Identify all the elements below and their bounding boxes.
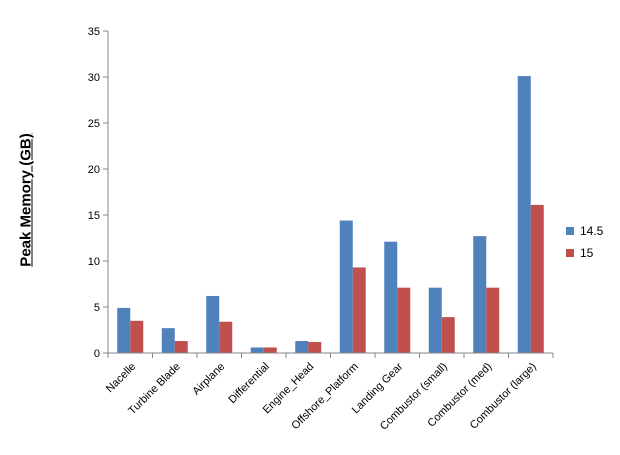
bar-series-2: [263, 347, 277, 353]
bar-series-2: [174, 341, 188, 353]
bar-series-2: [219, 321, 233, 353]
bar-series-2: [308, 341, 322, 353]
y-axis-label: Peak Memory (GB): [17, 133, 35, 267]
bars: [117, 76, 544, 353]
y-tick-label: 25: [88, 118, 100, 130]
y-axis: 0 5 10 15 20 25 30 35: [88, 26, 109, 360]
y-tick-label: 35: [88, 26, 100, 38]
bar-series-1: [250, 347, 264, 353]
y-tick-label: 5: [94, 302, 100, 314]
y-tick-label: 20: [88, 164, 100, 176]
legend-item-series-1: 14.5: [566, 220, 603, 242]
bar-series-1: [206, 295, 220, 353]
x-tick-label: Nacelle: [104, 361, 138, 395]
x-tick-label: Airplane: [190, 361, 227, 398]
legend-label-series-2: 15: [580, 246, 594, 260]
legend-item-series-2: 15: [566, 242, 603, 264]
bar-series-1: [117, 307, 131, 353]
x-tick-label: Differential: [226, 361, 272, 407]
legend-swatch-series-2: [566, 249, 574, 257]
bar-series-2: [397, 287, 411, 353]
legend-swatch-series-1: [566, 227, 574, 235]
legend: 14.5 15: [566, 220, 603, 264]
legend-label-series-1: 14.5: [580, 224, 604, 238]
bar-series-2: [441, 317, 455, 353]
bar-series-1: [517, 76, 531, 353]
bar-series-1: [161, 328, 175, 353]
y-tick-label: 10: [88, 256, 100, 268]
y-tick-label: 30: [88, 72, 100, 84]
bar-series-1: [295, 341, 309, 353]
bar-series-1: [384, 241, 398, 353]
bar-series-2: [352, 267, 366, 353]
bar-series-1: [473, 236, 487, 353]
bar-series-2: [530, 204, 544, 353]
y-tick-label: 15: [88, 210, 100, 222]
y-tick-label: 0: [94, 348, 100, 360]
bar-series-1: [339, 220, 353, 353]
bar-series-2: [486, 287, 500, 353]
bar-series-2: [130, 320, 144, 353]
bar-series-1: [428, 287, 442, 353]
